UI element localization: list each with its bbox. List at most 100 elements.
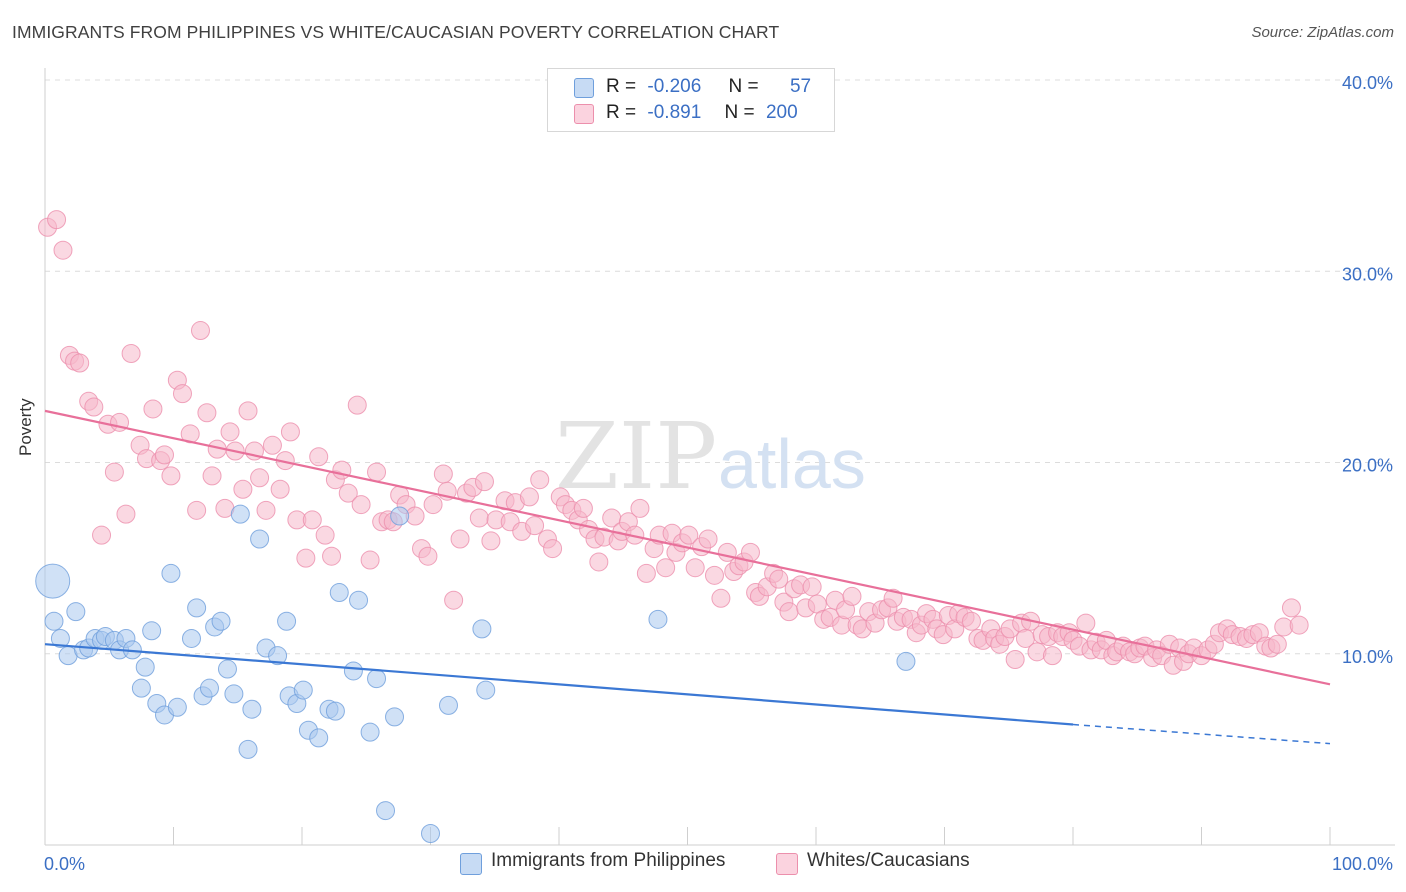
whites-point — [238, 401, 258, 421]
whites-point — [161, 466, 181, 486]
n-label: N = — [724, 102, 755, 123]
legend-swatch-philippines — [460, 853, 482, 875]
whites-point — [685, 558, 705, 578]
philippines-point — [268, 646, 288, 666]
philippines-point — [250, 529, 270, 549]
philippines-point — [421, 824, 440, 844]
whites-point — [679, 525, 699, 545]
chart-source: Source: ZipAtlas.com — [1251, 24, 1394, 41]
philippines-point — [376, 801, 396, 821]
whites-point — [143, 399, 163, 419]
watermark-zip: ZIP — [555, 403, 717, 510]
r-label: R = — [606, 76, 637, 97]
whites-point — [347, 395, 367, 415]
whites-point — [842, 586, 862, 606]
philippines-point — [277, 611, 297, 631]
y-tick-label: 20.0% — [1342, 456, 1393, 476]
whites-point — [433, 464, 453, 484]
legend-label-whites: Whites/Caucasians — [807, 850, 970, 871]
whites-point — [450, 529, 470, 549]
philippines-point — [472, 619, 492, 639]
whites-point — [1005, 649, 1025, 669]
whites-point — [250, 468, 270, 488]
whites-point — [322, 546, 342, 566]
whites-point — [961, 611, 981, 631]
whites-point — [187, 500, 207, 520]
whites-point — [883, 588, 903, 608]
philippines-point — [329, 583, 349, 603]
watermark-atlas: atlas — [718, 425, 866, 503]
whites-point — [1076, 613, 1096, 633]
series-legend: Immigrants from Philippines Whites/Cauca… — [0, 850, 1406, 878]
whites-point — [481, 531, 501, 551]
whites-point — [779, 602, 799, 622]
philippines-point — [385, 707, 405, 727]
whites-point — [573, 498, 593, 518]
philippines-point — [648, 609, 668, 629]
philippines-point — [293, 680, 313, 700]
n-label: N = — [728, 76, 759, 97]
x-tick-label: 100.0% — [1332, 854, 1393, 874]
legend-swatch-whites — [574, 104, 594, 124]
philippines-point — [35, 563, 71, 599]
whites-point — [1267, 634, 1287, 654]
whites-point — [423, 495, 443, 515]
philippines-point — [224, 684, 244, 704]
whites-point — [769, 569, 789, 589]
philippines-point — [211, 611, 231, 631]
chart-title: IMMIGRANTS FROM PHILIPPINES VS WHITE/CAU… — [12, 22, 780, 42]
philippines-point — [167, 697, 187, 717]
whites-point — [351, 495, 371, 515]
r-value: -0.891 — [647, 102, 702, 123]
whites-point — [367, 462, 387, 482]
whites-point — [121, 343, 141, 363]
correlation-legend: R = -0.206 N = 57 R = -0.891 N = 200 — [547, 68, 835, 132]
whites-point — [1289, 615, 1309, 635]
philippines-point — [309, 728, 329, 748]
philippines-point — [44, 611, 64, 631]
x-tick-label: 0.0% — [44, 854, 85, 874]
whites-point — [711, 588, 731, 608]
whites-point — [92, 525, 112, 545]
whites-point — [525, 516, 545, 536]
philippines-point — [50, 628, 70, 648]
whites-point — [636, 563, 656, 583]
philippines-point — [438, 695, 458, 715]
whites-point — [1281, 598, 1301, 618]
philippines-point — [238, 739, 258, 759]
philippines-point — [242, 699, 262, 719]
philippines-point — [390, 506, 410, 526]
whites-point — [474, 472, 494, 492]
y-tick-label: 30.0% — [1342, 264, 1393, 284]
whites-point — [262, 435, 282, 455]
whites-point — [543, 539, 563, 559]
y-tick-label: 10.0% — [1342, 647, 1393, 667]
whites-point — [530, 470, 550, 490]
whites-point — [116, 504, 136, 524]
philippines-point — [66, 602, 86, 622]
whites-point — [197, 403, 217, 423]
whites-point — [704, 565, 724, 585]
whites-point — [630, 498, 650, 518]
whites-point — [84, 397, 104, 417]
whites-point — [338, 483, 358, 503]
whites-point — [1042, 646, 1062, 666]
philippines-point — [161, 563, 181, 583]
philippines-point — [476, 680, 496, 700]
whites-point — [698, 529, 718, 549]
philippines-point — [343, 661, 363, 681]
whites-point — [47, 210, 67, 230]
n-value: 57 — [789, 76, 812, 97]
philippines-point — [896, 651, 916, 671]
whites-point — [220, 422, 240, 442]
philippines-point — [199, 678, 219, 698]
whites-point — [256, 500, 276, 520]
whites-point — [315, 525, 335, 545]
whites-point — [53, 240, 73, 260]
philippines-point — [360, 722, 380, 742]
philippines-point — [230, 504, 250, 524]
philippines-point — [131, 678, 151, 698]
y-tick-label: 40.0% — [1342, 73, 1393, 93]
whites-trend-line — [44, 409, 1331, 686]
